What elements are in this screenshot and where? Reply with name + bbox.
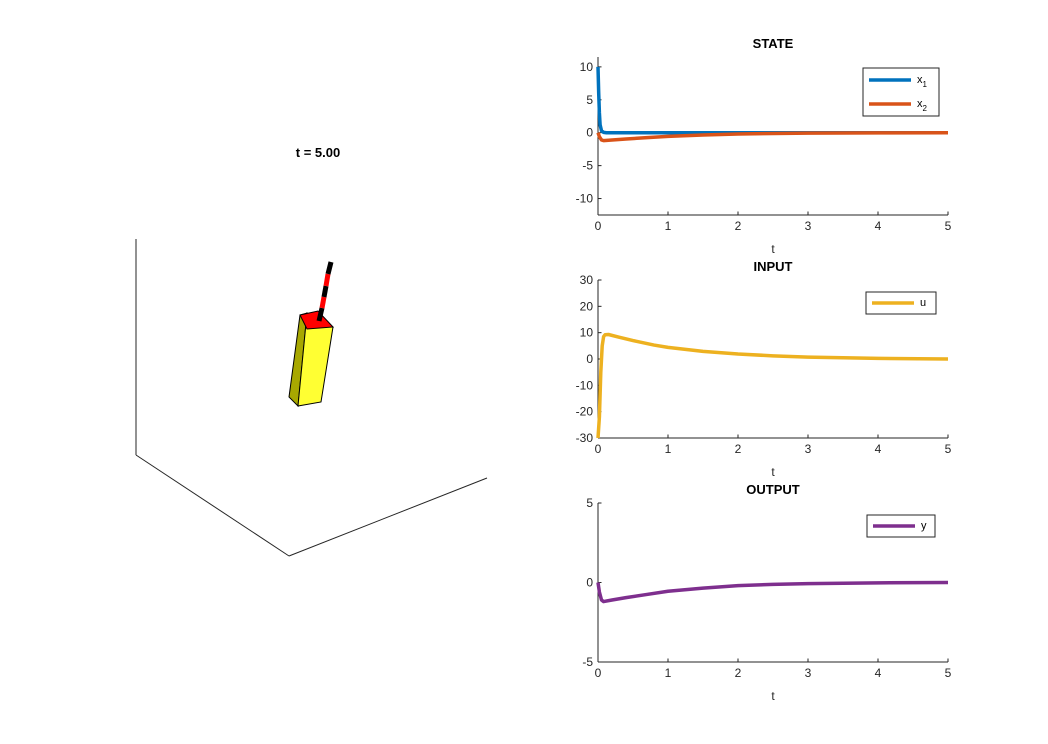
pendulum-rod-segment-4 (323, 273, 331, 287)
y-tick-label: 30 (580, 273, 594, 287)
x-tick-label: 1 (665, 219, 672, 233)
x-tick-label: 0 (595, 442, 602, 456)
x-tick-label: 1 (665, 442, 672, 456)
legend-label-u: u (920, 297, 926, 309)
x-tick-label: 2 (735, 219, 742, 233)
legend-label-x2: x2 (917, 98, 928, 113)
x-tick-label: 3 (805, 219, 812, 233)
x-tick-label: 4 (875, 219, 882, 233)
chart-input: INPUT 0 1 2 3 4 5 30 20 10 0 -10 -20 -30 t u (576, 259, 952, 479)
chart-title: STATE (753, 36, 794, 51)
y-tick-label: 5 (586, 93, 593, 107)
x-tick-label: 1 (665, 666, 672, 680)
legend-box (862, 67, 940, 117)
legend: u (865, 291, 937, 315)
scene-title: t = 5.00 (296, 145, 340, 160)
y-tick-label: 0 (586, 126, 593, 140)
pendulum-rod-segment-1 (316, 307, 325, 322)
y-tick-label: 10 (580, 326, 594, 340)
pendulum-rod-segment-5 (325, 261, 334, 275)
y-tick-label: -5 (582, 655, 593, 669)
legend-label-main: x (917, 74, 923, 86)
x-tick-label: 4 (875, 442, 882, 456)
series-line-u (596, 332, 949, 439)
y-tick-label: 0 (586, 352, 593, 366)
y-tick-label: -10 (576, 192, 594, 206)
series-line-y (596, 580, 949, 604)
legend-label-x1: x1 (917, 74, 928, 89)
cart-body (288, 310, 335, 408)
legend-label-subscript: 2 (923, 104, 928, 113)
chart-title: OUTPUT (746, 482, 800, 497)
pendulum-rod-segment-3 (321, 285, 329, 298)
x-axis-label: t (771, 465, 775, 479)
x-tick-label: 5 (945, 666, 952, 680)
x-tick-label: 4 (875, 666, 882, 680)
legend-label-subscript: 1 (923, 80, 928, 89)
x-tick-label: 3 (805, 666, 812, 680)
x-tick-label: 5 (945, 442, 952, 456)
scene-axis-left (135, 454, 290, 557)
y-tick-label: -10 (576, 378, 594, 392)
x-tick-label: 3 (805, 442, 812, 456)
x-axis-label: t (771, 242, 775, 256)
series-line-x2 (596, 130, 949, 143)
scene-3d: t = 5.00 (135, 145, 488, 557)
y-tick-label: 10 (580, 60, 594, 74)
cart-top-face (299, 310, 335, 330)
y-tick-label: 20 (580, 299, 594, 313)
legend-label-main: u (920, 297, 926, 309)
x-tick-label: 0 (595, 666, 602, 680)
x-tick-label: 2 (735, 666, 742, 680)
x-tick-label: 0 (595, 219, 602, 233)
pendulum-rod (316, 261, 334, 322)
x-tick-label: 5 (945, 219, 952, 233)
legend: y (866, 514, 936, 538)
chart-title: INPUT (754, 259, 793, 274)
y-tick-label: -5 (582, 159, 593, 173)
y-tick-label: -20 (576, 405, 594, 419)
legend-label-main: y (921, 520, 927, 532)
y-tick-label: 5 (586, 496, 593, 510)
legend-label-main: x (917, 98, 923, 110)
pendulum-rod-segment-2 (319, 296, 327, 309)
y-tick-label: -30 (576, 431, 594, 445)
x-tick-label: 2 (735, 442, 742, 456)
legend-label-y: y (921, 520, 927, 532)
y-tick-label: 0 (586, 576, 593, 590)
x-axis-label: t (771, 689, 775, 703)
scene-axis-right (288, 477, 488, 557)
